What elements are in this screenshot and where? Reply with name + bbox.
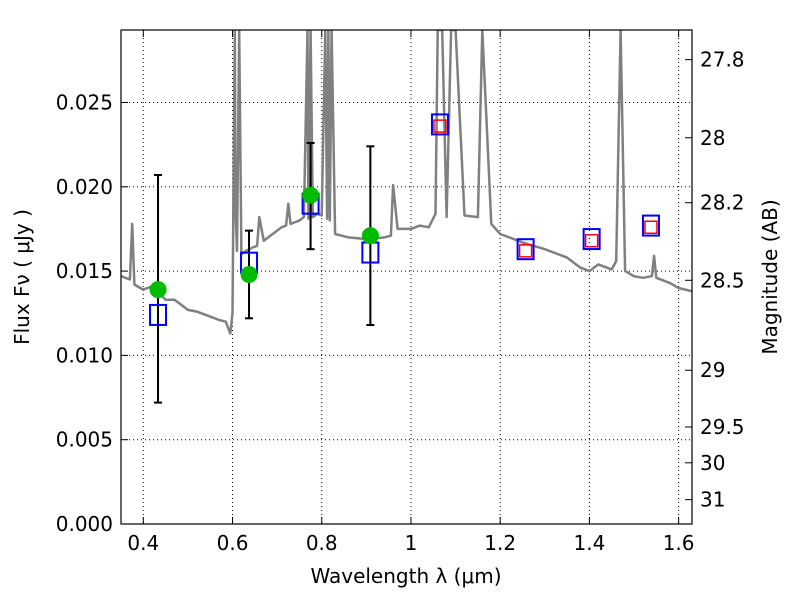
magnitude-tick-label: 28 xyxy=(700,126,725,150)
spectrum-line xyxy=(121,30,692,335)
model-box xyxy=(149,303,168,326)
model-boxes xyxy=(149,113,660,326)
model-box xyxy=(516,238,535,261)
x-tick-label: 0.6 xyxy=(217,531,249,555)
x-tick-label: 1 xyxy=(405,531,418,555)
synthetic-box xyxy=(433,119,447,133)
observed-points xyxy=(149,186,379,299)
magnitude-tick-label: 30 xyxy=(700,451,725,475)
magnitude-tick-label: 28.2 xyxy=(700,191,745,215)
magnitude-axis-title: Magnitude (AB) xyxy=(758,199,782,354)
magnitude-tick-label: 31 xyxy=(700,488,725,512)
error-bars xyxy=(154,141,375,404)
magnitude-tick-label: 28.5 xyxy=(700,268,745,292)
model-box xyxy=(582,228,601,251)
y-axis-title: Flux Fν ( μJy ) xyxy=(10,209,34,345)
observed-point xyxy=(361,227,379,245)
magnitude-axis-ticks: 27.8 28 28.2 28.5 29 29.5 30 31 xyxy=(685,48,745,512)
x-tick-label: 1.6 xyxy=(663,531,695,555)
template-spectrum xyxy=(121,30,692,335)
observed-point xyxy=(302,186,320,204)
magnitude-tick-label: 29.5 xyxy=(700,415,745,439)
y-tick-label: 0.000 xyxy=(56,512,113,536)
y-tick-label: 0.025 xyxy=(56,90,113,114)
y-tick-label: 0.020 xyxy=(56,175,113,199)
y-tick-label: 0.005 xyxy=(56,428,113,452)
x-tick-label: 0.4 xyxy=(127,531,159,555)
x-tick-label: 1.2 xyxy=(484,531,516,555)
x-axis-title: Wavelength λ (μm) xyxy=(310,564,501,588)
magnitude-tick-label: 27.8 xyxy=(700,48,745,72)
model-box xyxy=(430,113,449,136)
x-tick-label: 1.4 xyxy=(573,531,605,555)
synthetic-box xyxy=(518,244,533,258)
y-axis-ticks: 0.000 0.005 0.010 0.015 0.020 0.025 xyxy=(56,90,128,536)
observed-point xyxy=(240,265,258,283)
y-tick-label: 0.010 xyxy=(56,343,113,367)
synthetic-box xyxy=(644,220,658,235)
plot-frame xyxy=(120,29,693,525)
grid-lines xyxy=(121,30,692,525)
y-tick-label: 0.015 xyxy=(56,259,113,283)
magnitude-tick-label: 29 xyxy=(700,358,725,382)
model-box xyxy=(641,214,660,237)
x-tick-label: 0.8 xyxy=(306,531,338,555)
synthetic-box xyxy=(584,234,599,248)
x-axis-ticks: 0.4 0.6 0.8 1 1.2 1.4 1.6 xyxy=(127,30,695,555)
observed-point xyxy=(149,281,167,299)
